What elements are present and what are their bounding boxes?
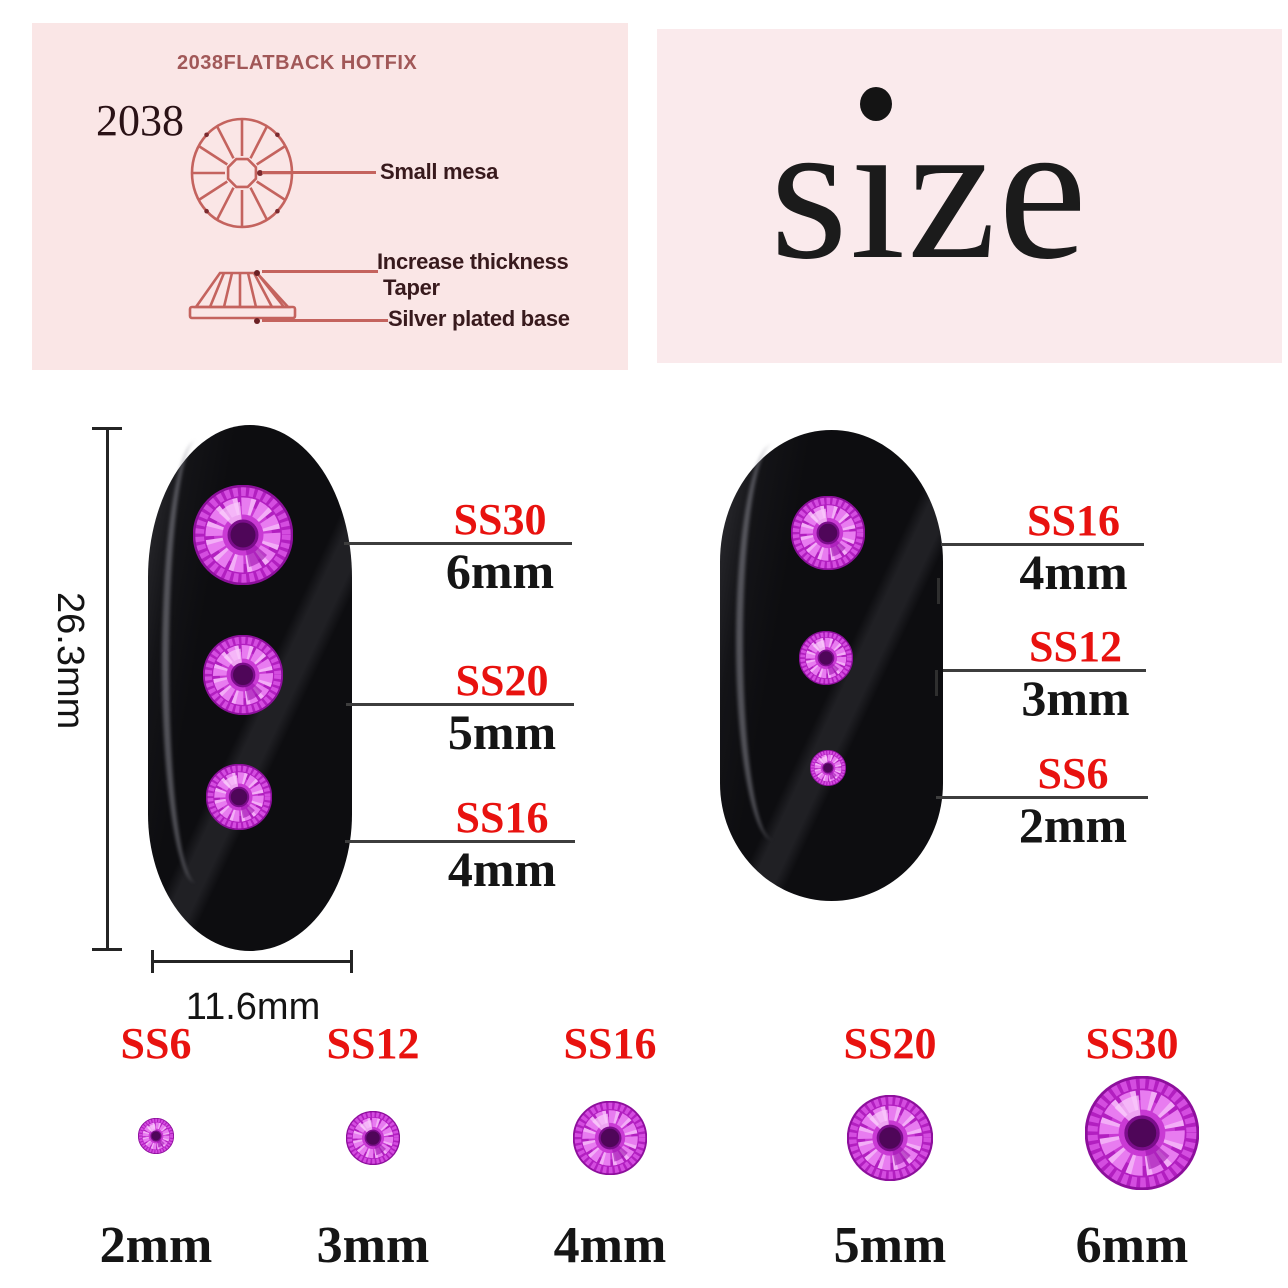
- rhinestone-ss12-icon: [346, 1111, 400, 1165]
- callout-line: [936, 796, 1148, 799]
- callout-ss12: SS12 3mm: [943, 625, 1146, 724]
- callout-mm-label: 4mm: [447, 841, 557, 897]
- size-mm-label: 2mm: [99, 1217, 213, 1274]
- rhinestone-ss6-icon: [138, 1118, 174, 1154]
- callout-ss-label: SS16: [455, 793, 549, 842]
- rhinestone-ss6-icon: [810, 750, 846, 786]
- callout-ss-label: SS12: [1029, 622, 1122, 671]
- size-title: sıze: [770, 80, 1089, 301]
- rhinestone-ss12-icon: [799, 631, 853, 685]
- rhinestone-ss30-icon: [1085, 1076, 1199, 1190]
- callout-ss-label: SS16: [1027, 496, 1120, 545]
- label-small-mesa: Small mesa: [380, 159, 499, 184]
- model-number: 2038: [96, 96, 184, 145]
- callout-line: [346, 703, 574, 706]
- rhinestone-ss16-icon: [791, 496, 865, 570]
- callout-ss16-right: SS16 4mm: [941, 499, 1144, 598]
- callout-mm-label: 2mm: [1018, 797, 1128, 853]
- callout-ss16-left: SS16 4mm: [345, 796, 575, 895]
- size-ss-label: SS6: [120, 1019, 192, 1068]
- callout-ss6: SS6 2mm: [936, 752, 1148, 851]
- size-mm-label: 3mm: [316, 1217, 430, 1274]
- width-dimension-line: [152, 960, 353, 963]
- stone-top-view-icon: [190, 117, 294, 229]
- callout-mm-label: 4mm: [1019, 544, 1128, 600]
- nail-width-label: 11.6mm: [185, 986, 321, 1028]
- nail-edge-tick: [937, 578, 940, 604]
- callout-ss-label: SS6: [1037, 749, 1109, 798]
- rhinestone-ss16-icon: [206, 764, 272, 830]
- size-header-panel: sıze: [657, 29, 1282, 363]
- callout-mm-label: 3mm: [1021, 670, 1130, 726]
- callout-ss-label: SS30: [453, 495, 547, 544]
- callout-mm-label: 5mm: [447, 704, 557, 760]
- dimension-tick: [151, 950, 154, 973]
- label-taper: Taper: [383, 275, 440, 300]
- rhinestone-ss20-icon: [847, 1095, 933, 1181]
- callout-line: [941, 543, 1144, 546]
- leader-line-base: [262, 319, 388, 322]
- i-dot-icon: [860, 87, 892, 121]
- nail-edge-tick: [935, 670, 938, 696]
- size-ss-label: SS12: [326, 1019, 420, 1068]
- dimension-tick: [350, 950, 353, 973]
- size-mm-label: 4mm: [553, 1217, 667, 1274]
- rhinestone-ss20-icon: [203, 635, 283, 715]
- rhinestone-ss30-icon: [193, 485, 293, 585]
- leader-line-thickness: [262, 270, 378, 273]
- diagram-title: 2038FLATBACK HOTFIX: [177, 52, 418, 74]
- height-dimension-line: [106, 428, 109, 951]
- leader-line-small-mesa: [262, 171, 376, 174]
- callout-mm-label: 6mm: [445, 543, 555, 599]
- callout-line: [345, 840, 575, 843]
- size-mm-label: 6mm: [1075, 1217, 1189, 1274]
- rhinestone-ss16-icon: [573, 1101, 647, 1175]
- stone-side-view-icon: [188, 270, 297, 324]
- callout-line: [943, 669, 1146, 672]
- dimension-tick: [92, 427, 122, 430]
- size-ss-label: SS30: [1085, 1019, 1179, 1068]
- callout-ss30: SS30 6mm: [344, 498, 572, 597]
- label-silver-plated-base: Silver plated base: [388, 306, 570, 331]
- dimension-tick: [92, 948, 122, 951]
- nail-height-label: 26.3mm: [49, 592, 91, 730]
- size-ss-label: SS16: [563, 1019, 657, 1068]
- size-mm-label: 5mm: [833, 1217, 947, 1274]
- label-increase-thickness: Increase thickness: [377, 249, 569, 274]
- callout-ss-label: SS20: [455, 656, 549, 705]
- callout-line: [344, 542, 572, 545]
- callout-ss20: SS20 5mm: [346, 659, 574, 758]
- construction-diagram-panel: 2038FLATBACK HOTFIX 2038: [32, 23, 628, 370]
- size-ss-label: SS20: [843, 1019, 937, 1068]
